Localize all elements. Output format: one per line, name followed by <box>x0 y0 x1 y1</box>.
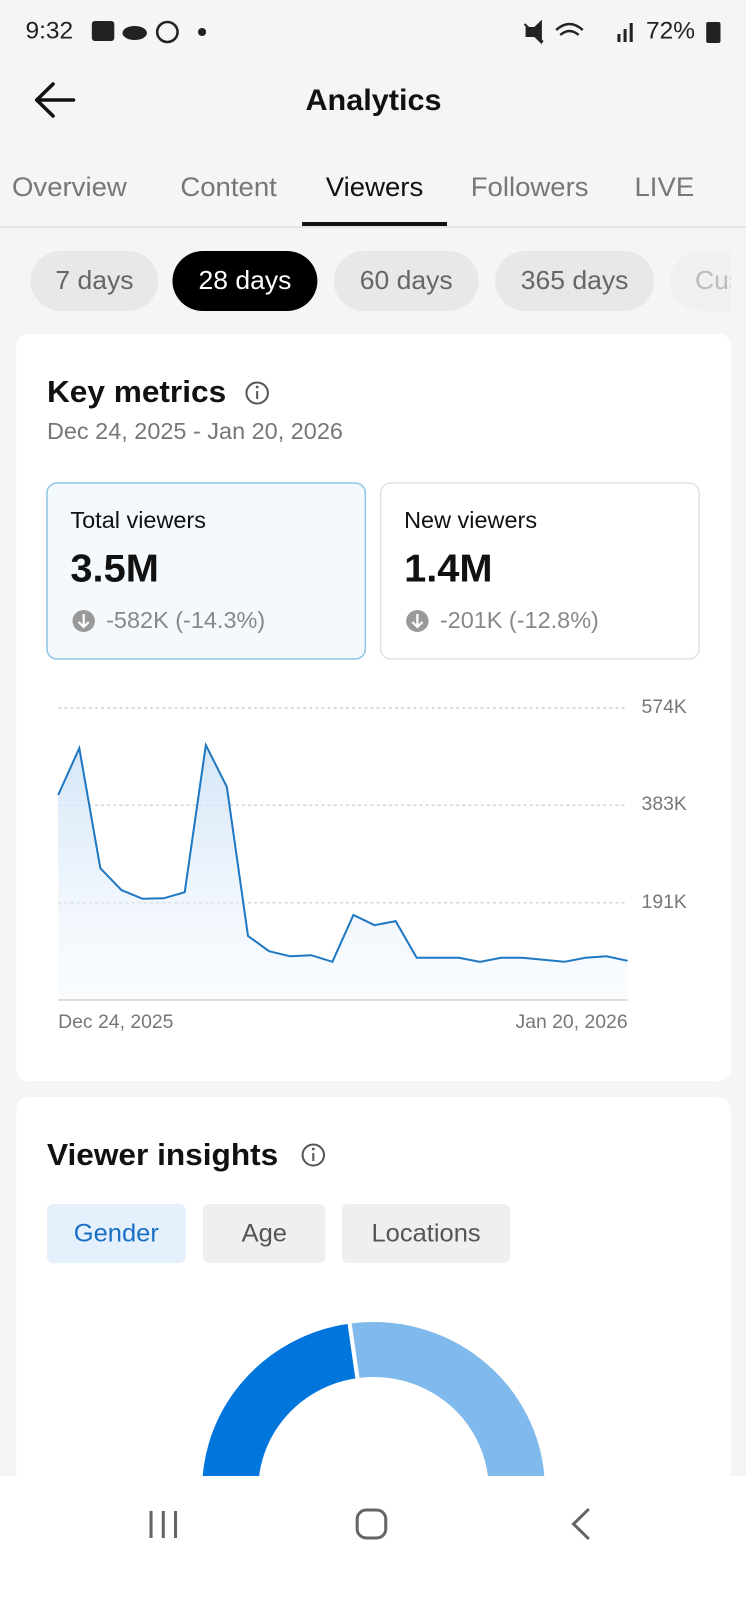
x-tick-label: Dec 24, 2025 <box>58 1012 173 1033</box>
tab[interactable]: Overview <box>12 171 127 202</box>
nav-back[interactable] <box>571 1507 590 1541</box>
metric-label: Total viewers <box>70 507 206 533</box>
section-title: Viewer insights <box>47 1137 278 1172</box>
x-tick-label: Jan 20, 2026 <box>516 1012 628 1033</box>
area <box>58 745 628 1000</box>
range-selector: 7 days 28 days 60 days 365 days Custom <box>30 251 746 311</box>
status-battery: 72% <box>646 18 695 45</box>
tab[interactable]: Viewers <box>326 171 423 202</box>
insight-tab[interactable] <box>46 1204 186 1263</box>
range-pill[interactable] <box>172 251 318 311</box>
range-label[interactable]: 28 days <box>198 265 291 295</box>
metric-card[interactable] <box>46 482 367 660</box>
y-tick-label: 574K <box>642 697 687 718</box>
insight-tab[interactable] <box>203 1204 326 1263</box>
tab-indicator <box>302 222 447 226</box>
range-label[interactable]: 60 days <box>360 265 453 295</box>
metric-value: 3.5M <box>70 547 158 591</box>
info-icon[interactable] <box>245 381 269 405</box>
metric-label: New viewers <box>404 507 537 533</box>
tab[interactable]: LIVE <box>634 171 694 202</box>
range-pill[interactable] <box>494 251 655 311</box>
section-title: Key metrics <box>47 374 226 409</box>
metric-value: 1.4M <box>404 547 492 591</box>
page-title: Analytics <box>305 84 441 117</box>
range-label[interactable]: 365 days <box>521 265 629 295</box>
metric-change: -582K (-14.3%) <box>106 607 265 633</box>
range-pill[interactable] <box>333 251 479 311</box>
metric-change: -201K (-12.8%) <box>440 607 599 633</box>
insight-tab-label[interactable]: Gender <box>74 1220 159 1248</box>
nav-home[interactable] <box>355 1508 388 1540</box>
line <box>57 741 628 964</box>
status-icons <box>91 19 721 45</box>
nav-icons <box>149 1507 590 1541</box>
range-label[interactable]: Custom <box>695 265 746 295</box>
range-pill[interactable] <box>30 251 159 311</box>
y-tick-label: 191K <box>642 892 687 913</box>
date-range: Dec 24, 2025 - Jan 20, 2026 <box>47 418 343 444</box>
range-pill[interactable] <box>670 251 746 311</box>
metric-card[interactable] <box>379 482 700 660</box>
insight-tab-label[interactable]: Locations <box>371 1220 480 1248</box>
insight-tab[interactable] <box>341 1204 511 1263</box>
info-icon[interactable] <box>301 1143 326 1167</box>
nav-recents[interactable] <box>149 1511 178 1538</box>
y-tick-label: 383K <box>642 794 687 815</box>
range-label[interactable]: 7 days <box>55 265 133 295</box>
tab[interactable]: Followers <box>471 171 589 202</box>
insight-tab-label[interactable]: Age <box>242 1220 287 1248</box>
down-arrow <box>411 614 424 629</box>
tab[interactable]: Content <box>180 171 277 202</box>
down-arrow <box>77 614 90 629</box>
status-time: 9:32 <box>26 18 74 45</box>
back-button[interactable] <box>34 82 76 118</box>
